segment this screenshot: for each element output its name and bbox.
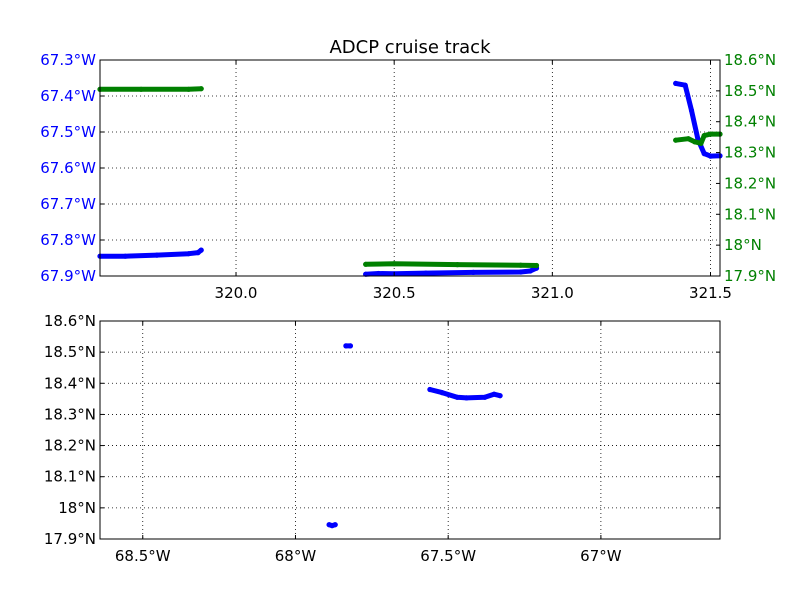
y-tick-label: 18.3°N [44,405,96,423]
y2-tick-label: 18.5°N [724,82,776,100]
data-point [482,394,488,400]
data-point [454,262,460,268]
y-tick-label: 17.9°N [44,530,96,548]
data-point [198,86,204,92]
y-tick-label: 67.5°W [40,123,96,141]
data-point [701,151,707,157]
y2-tick-label: 18.1°N [724,205,776,223]
y2-tick-label: 17.9°N [724,267,776,285]
data-point [685,136,692,142]
data-point [491,391,497,397]
y-tick-label: 18.4°N [44,374,96,392]
data-point [673,80,679,86]
data-point [138,86,144,92]
data-point [154,252,160,258]
data-point [692,139,698,145]
data-point [423,270,429,276]
data-point [673,137,679,143]
y-tick-label: 18.2°N [44,437,96,455]
data-point [688,107,695,113]
data-point [454,394,460,400]
data-point [518,269,524,275]
y2-tick-label: 18.4°N [724,113,776,131]
x-tick-label: 321.5 [689,284,732,302]
y-tick-label: 67.6°W [40,159,96,177]
data-point [518,262,524,268]
y-tick-label: 18°N [58,499,96,517]
data-point [497,393,503,399]
series-1-segment [363,261,539,268]
y-tick-label: 67.7°W [40,195,96,213]
y-tick-label: 67.8°W [40,231,96,249]
y-tick-label: 18.6°N [44,312,96,330]
y2-tick-label: 18.2°N [724,174,776,192]
data-point [682,82,688,88]
data-point [527,268,533,274]
axes-frame [99,320,721,540]
x-tick-label: 320.5 [373,284,416,302]
x-tick-label: 320.0 [215,284,258,302]
map-track-panel: 68.5°W 68°W 67.5°W 67°W 18.6°N 18.5°N 18.4°N 18… [44,312,721,565]
x-tick-label: 68°W [275,547,317,565]
data-point [439,390,445,396]
x-tick-label: 321.0 [531,284,574,302]
data-point [332,522,338,528]
y2-tick-label: 18°N [724,236,762,254]
data-point [186,251,192,257]
data-point [343,343,349,349]
x-tick-label: 68.5°W [115,547,171,565]
data-point [698,140,704,146]
x-tick-label: 67.5°W [420,547,476,565]
y2-tick-label: 18.3°N [724,144,776,162]
data-point [347,343,353,349]
y-tick-label: 67.3°W [40,51,96,69]
data-point [701,133,707,139]
data-point [707,153,714,159]
y2-tick-label: 18.6°N [724,51,776,69]
data-point [470,269,476,275]
y-tick-label: 18.5°N [44,343,96,361]
time-series-panel: 320.0 320.5 321.0 321.5 67.3°W 67.4°W 67.5°W 67… [40,51,776,302]
data-point [707,131,714,137]
data-point [375,270,381,277]
x-tick-label: 67°W [580,547,622,565]
data-point [463,395,470,401]
data-point [391,261,397,267]
series-1-segment [97,86,204,92]
data-point [122,253,128,259]
chart-title: ADCP cruise track [329,37,491,58]
y-tick-label: 67.9°W [40,267,96,285]
data-point [363,261,369,267]
data-point [186,86,192,92]
data-point [533,262,540,269]
data-point [427,386,433,393]
data-point [198,247,204,253]
y-tick-label: 67.4°W [40,87,96,105]
y-tick-label: 18.1°N [44,468,96,486]
